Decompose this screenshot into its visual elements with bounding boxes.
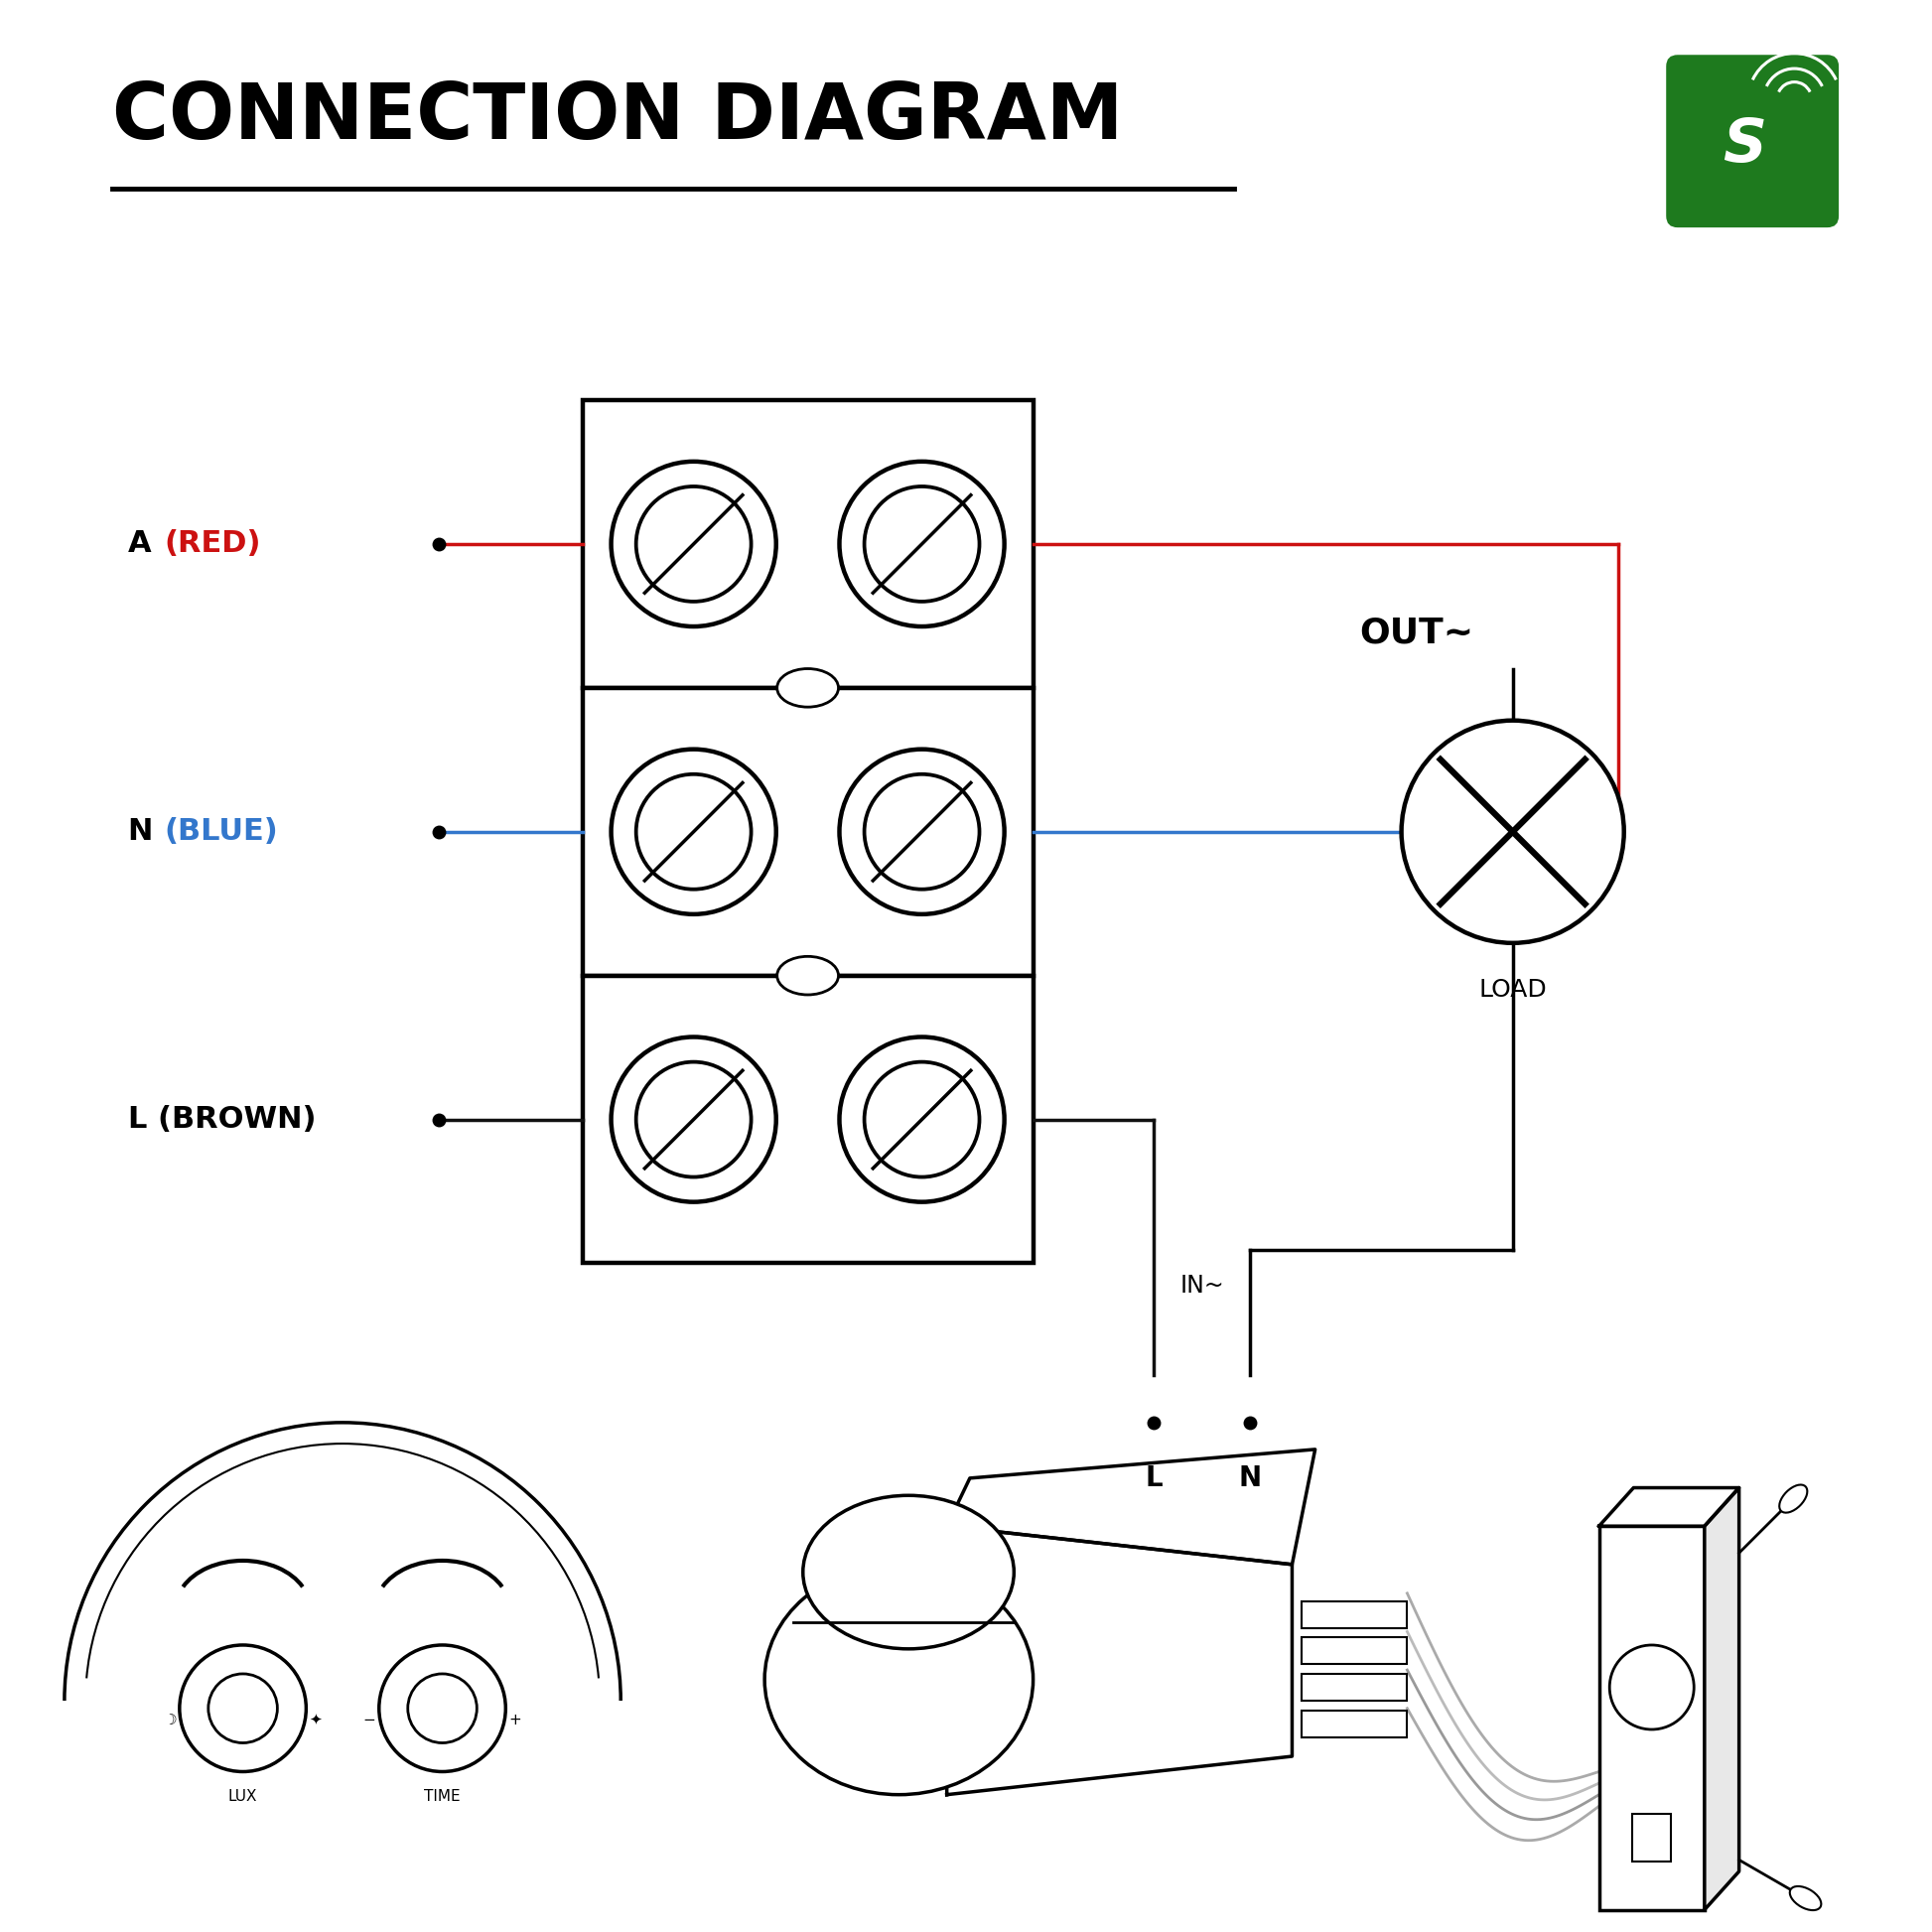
Text: ☽: ☽ bbox=[162, 1712, 176, 1727]
Circle shape bbox=[838, 750, 1005, 914]
Circle shape bbox=[864, 487, 980, 601]
Ellipse shape bbox=[765, 1565, 1034, 1795]
Text: LUX: LUX bbox=[228, 1789, 257, 1804]
Ellipse shape bbox=[1789, 1886, 1822, 1911]
Circle shape bbox=[636, 775, 752, 889]
Text: N: N bbox=[128, 817, 164, 846]
Polygon shape bbox=[1704, 1488, 1739, 1909]
Circle shape bbox=[611, 462, 777, 626]
Polygon shape bbox=[947, 1449, 1316, 1565]
Circle shape bbox=[1401, 721, 1625, 943]
Text: IN~: IN~ bbox=[1180, 1273, 1225, 1298]
Polygon shape bbox=[947, 1526, 1293, 1795]
Ellipse shape bbox=[777, 956, 838, 995]
Text: TIME: TIME bbox=[425, 1789, 460, 1804]
Circle shape bbox=[864, 775, 980, 889]
Circle shape bbox=[636, 487, 752, 601]
Text: S: S bbox=[1723, 116, 1766, 174]
Bar bbox=[582, 400, 1034, 688]
Circle shape bbox=[864, 1063, 980, 1177]
Circle shape bbox=[636, 1063, 752, 1177]
Circle shape bbox=[838, 462, 1005, 626]
Circle shape bbox=[209, 1673, 278, 1743]
Bar bbox=[582, 688, 1034, 976]
Circle shape bbox=[408, 1673, 477, 1743]
Ellipse shape bbox=[804, 1495, 1014, 1648]
Text: L (BROWN): L (BROWN) bbox=[128, 1105, 315, 1134]
Text: −: − bbox=[363, 1712, 375, 1727]
Circle shape bbox=[838, 1037, 1005, 1202]
Circle shape bbox=[379, 1644, 506, 1772]
Circle shape bbox=[180, 1644, 305, 1772]
Text: A: A bbox=[128, 529, 162, 558]
FancyBboxPatch shape bbox=[1665, 54, 1839, 228]
Bar bbox=[1302, 1602, 1406, 1629]
Circle shape bbox=[1609, 1644, 1694, 1729]
Bar bbox=[1633, 1814, 1671, 1862]
Text: LOAD: LOAD bbox=[1478, 978, 1548, 1001]
Text: ✦: ✦ bbox=[309, 1712, 323, 1727]
Text: L: L bbox=[1146, 1464, 1163, 1493]
Text: +: + bbox=[508, 1712, 522, 1727]
Bar bbox=[1600, 1526, 1704, 1909]
Text: CONNECTION DIAGRAM: CONNECTION DIAGRAM bbox=[112, 79, 1122, 155]
Ellipse shape bbox=[1779, 1486, 1806, 1513]
Bar bbox=[1302, 1673, 1406, 1700]
Text: (BLUE): (BLUE) bbox=[164, 817, 278, 846]
Bar bbox=[1302, 1638, 1406, 1663]
Ellipse shape bbox=[777, 668, 838, 707]
Circle shape bbox=[611, 1037, 777, 1202]
Polygon shape bbox=[1600, 1488, 1739, 1526]
Text: OUT~: OUT~ bbox=[1360, 616, 1474, 649]
Bar bbox=[1302, 1710, 1406, 1737]
Circle shape bbox=[611, 750, 777, 914]
Text: (RED): (RED) bbox=[164, 529, 261, 558]
Text: N: N bbox=[1238, 1464, 1262, 1493]
Bar bbox=[582, 976, 1034, 1264]
